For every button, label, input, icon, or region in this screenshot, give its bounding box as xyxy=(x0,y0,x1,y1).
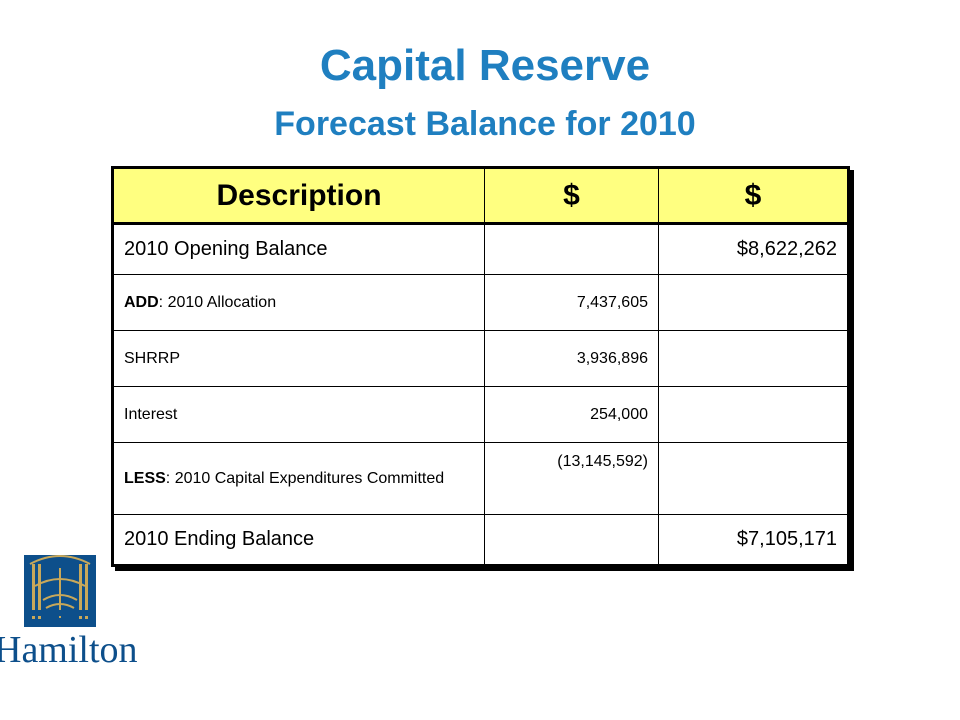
table-row: SHRRP 3,936,896 xyxy=(112,330,849,387)
row-amount-1: 3,936,896 xyxy=(484,330,659,387)
row-amount-2 xyxy=(658,442,849,515)
slide-subtitle: Forecast Balance for 2010 xyxy=(274,105,696,143)
table-header-row: Description $ $ xyxy=(112,167,849,225)
row-label: LESS: 2010 Capital Expenditures Committe… xyxy=(112,442,485,515)
row-desc: : 2010 Allocation xyxy=(158,293,277,311)
row-amount-2: $8,622,262 xyxy=(658,223,849,275)
table-row: ADD: 2010 Allocation 7,437,605 xyxy=(112,274,849,331)
row-amount-1 xyxy=(484,223,659,275)
logo-text: Hamilton xyxy=(0,629,138,671)
row-amount-1: (13,145,592) xyxy=(484,442,659,515)
row-amount-1 xyxy=(484,514,659,566)
row-prefix: ADD xyxy=(124,293,159,311)
row-label: Interest xyxy=(112,386,485,443)
table-row: LESS: 2010 Capital Expenditures Committe… xyxy=(112,442,849,515)
row-amount-1: 7,437,605 xyxy=(484,274,659,331)
table-row: 2010 Ending Balance $7,105,171 xyxy=(112,514,849,566)
header-amount-2: $ xyxy=(658,167,849,225)
table-row: 2010 Opening Balance $8,622,262 xyxy=(112,223,849,275)
header-amount-1: $ xyxy=(484,167,659,225)
balance-table: Description $ $ 2010 Opening Balance $8,… xyxy=(111,166,850,567)
row-label: SHRRP xyxy=(112,330,485,387)
row-amount-2: $7,105,171 xyxy=(658,514,849,566)
row-label: 2010 Opening Balance xyxy=(112,223,485,275)
row-amount-2 xyxy=(658,330,849,387)
slide-title: Capital Reserve xyxy=(319,41,651,90)
header-description: Description xyxy=(112,167,485,225)
table-row: Interest 254,000 xyxy=(112,386,849,443)
row-prefix: LESS xyxy=(124,469,166,487)
hamilton-bridge-logo-icon xyxy=(24,555,96,627)
row-desc: : 2010 Capital Expenditures Committed xyxy=(165,469,445,487)
row-label: ADD: 2010 Allocation xyxy=(112,274,485,331)
row-amount-1: 254,000 xyxy=(484,386,659,443)
row-amount-2 xyxy=(658,386,849,443)
row-label: 2010 Ending Balance xyxy=(112,514,485,566)
row-amount-2 xyxy=(658,274,849,331)
